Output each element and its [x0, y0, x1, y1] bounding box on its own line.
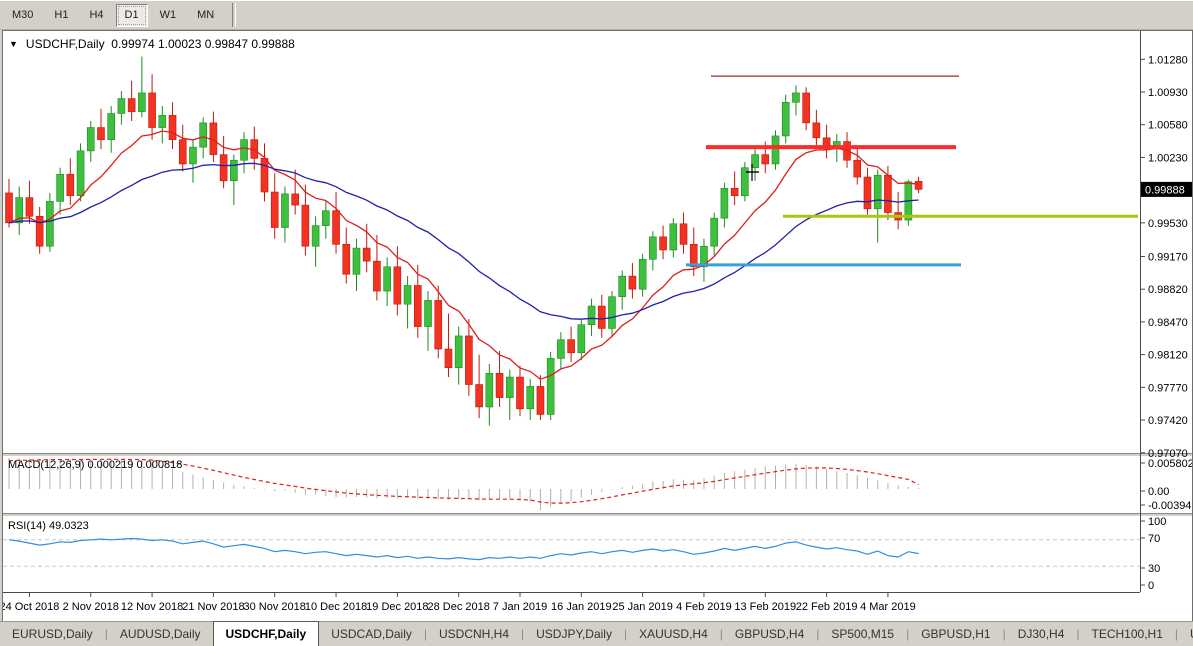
svg-text:-0.00394: -0.00394 [1148, 500, 1191, 512]
tab-eurusd-daily[interactable]: EURUSD,Daily [12, 627, 93, 641]
svg-text:30 Nov 2018: 30 Nov 2018 [244, 601, 306, 613]
tab-usdjpy-daily[interactable]: USDJPY,Daily [536, 627, 612, 641]
svg-text:100: 100 [1148, 516, 1166, 528]
rsi-value: 49.0323 [48, 520, 89, 532]
svg-text:7 Jan 2019: 7 Jan 2019 [493, 601, 547, 613]
rsi-line [8, 537, 919, 561]
tab-separator: | [719, 627, 723, 641]
svg-text:25 Jan 2019: 25 Jan 2019 [612, 601, 673, 613]
svg-text:0.98120: 0.98120 [1148, 350, 1188, 362]
svg-text:0.98820: 0.98820 [1148, 284, 1188, 296]
svg-text:70: 70 [1148, 533, 1160, 545]
tab-separator: | [104, 627, 108, 641]
tab-separator: | [906, 627, 910, 641]
timeframe-button-h1[interactable]: H1 [54, 8, 69, 21]
svg-text:0.99888: 0.99888 [1145, 184, 1185, 196]
svg-text:0: 0 [1148, 580, 1154, 592]
svg-text:22 Feb 2019: 22 Feb 2019 [796, 601, 858, 613]
svg-text:28 Dec 2018: 28 Dec 2018 [427, 601, 489, 613]
chart-canvas[interactable]: 1.01280 1.00930 1.00580 1.00230 0.99530 0.991… [3, 31, 1192, 623]
svg-text:16 Jan 2019: 16 Jan 2019 [551, 601, 612, 613]
tab-sp500-m15[interactable]: SP500,M15 [831, 627, 895, 641]
svg-text:0.97770: 0.97770 [1148, 382, 1188, 394]
macd-signal-line [8, 458, 919, 504]
tab-gbpusd-h4[interactable]: GBPUSD,H4 [734, 627, 805, 641]
tab-separator: | [623, 627, 628, 641]
svg-text:0.98470: 0.98470 [1148, 317, 1188, 329]
svg-text:0.97070: 0.97070 [1148, 448, 1188, 460]
tab-dj30-h4[interactable]: DJ30,H4 [1017, 627, 1065, 641]
fast-ma-line [8, 130, 919, 380]
toolbar-separator [232, 3, 237, 27]
price-axis-labels: 1.01280 1.00930 1.00580 1.00230 0.99530 0.991… [1140, 54, 1188, 460]
tab-audusd-daily[interactable]: AUDUSD,Daily [119, 627, 201, 641]
chart-ohlc-values: 0.99974 1.00023 0.99847 0.99888 [111, 37, 295, 51]
macd-pane: 0.005802 0.00 -0.00394 [8, 458, 1192, 512]
tab-separator: | [521, 627, 525, 641]
macd-main-value: 0.000219 [87, 459, 134, 471]
current-price-label: 0.99888 [1141, 181, 1192, 197]
svg-text:0.97420: 0.97420 [1148, 415, 1188, 427]
tab-separator: | [1076, 627, 1080, 641]
tab-usdcad-daily[interactable]: USDCAD,Daily [331, 627, 412, 641]
chart-window[interactable]: 1.01280 1.00930 1.00580 1.00230 0.99530 0.991… [2, 30, 1193, 624]
rsi-pane: 100 70 30 0 [3, 516, 1166, 592]
tab-usdchf-daily[interactable]: USDCHF,Daily [212, 621, 320, 646]
svg-text:1.00930: 1.00930 [1148, 87, 1188, 99]
tab-separator: | [1002, 627, 1006, 641]
svg-text:1.00580: 1.00580 [1148, 120, 1188, 132]
svg-text:30: 30 [1148, 563, 1160, 575]
pane-splitter[interactable] [3, 453, 1192, 457]
tab-separator: | [816, 627, 820, 641]
rsi-name: RSI(14) [8, 520, 46, 532]
rsi-indicator-label: RSI(14) 49.0323 [8, 520, 89, 532]
svg-text:13 Feb 2019: 13 Feb 2019 [734, 601, 796, 613]
macd-name: MACD(12,26,9) [8, 459, 85, 471]
timeframe-button-mn[interactable]: MN [197, 8, 215, 21]
svg-text:1.01280: 1.01280 [1148, 54, 1188, 66]
tab-separator: | [423, 627, 427, 641]
slow-ma-line [8, 162, 919, 320]
cross-marker[interactable] [746, 164, 759, 181]
svg-text:24 Oct 2018: 24 Oct 2018 [3, 601, 59, 613]
svg-text:1.00230: 1.00230 [1148, 152, 1188, 164]
pane-splitter[interactable] [3, 513, 1192, 517]
svg-text:19 Dec 2018: 19 Dec 2018 [366, 601, 428, 613]
tab-gbpusd-h1[interactable]: GBPUSD,H1 [921, 627, 991, 641]
tab-ukc[interactable]: UKC [1178, 623, 1193, 646]
timeframe-button-m30[interactable]: M30 [12, 8, 34, 21]
svg-text:0.005802: 0.005802 [1148, 458, 1192, 470]
tab-separator: | [1174, 627, 1179, 641]
svg-text:10 Dec 2018: 10 Dec 2018 [305, 601, 367, 613]
chart-symbol-period: USDCHF,Daily [25, 37, 105, 51]
tab-xauusd-h4[interactable]: XAUUSD,H4 [639, 627, 708, 641]
svg-text:2 Nov 2018: 2 Nov 2018 [63, 601, 119, 613]
svg-text:21 Nov 2018: 21 Nov 2018 [182, 601, 244, 613]
svg-text:0.99170: 0.99170 [1148, 251, 1188, 263]
timeframe-button-d1[interactable]: D1 [115, 3, 148, 27]
svg-text:12 Nov 2018: 12 Nov 2018 [121, 601, 183, 613]
svg-text:4 Mar 2019: 4 Mar 2019 [860, 601, 916, 613]
timeframe-button-h4[interactable]: H4 [89, 8, 104, 21]
collapse-arrow-icon[interactable]: ▼ [9, 39, 18, 49]
macd-signal-value: 0.000818 [136, 459, 183, 471]
tab-tech100-h1[interactable]: TECH100,H1 [1091, 627, 1163, 641]
timeframe-button-w1[interactable]: W1 [159, 8, 177, 21]
symbol-tab-bar: EURUSD,Daily | AUDUSD,Daily USDCHF,Daily USD… [0, 621, 1193, 646]
tab-usdcnh-h4[interactable]: USDCNH,H4 [439, 627, 510, 641]
chart-title: ▼ USDCHF,Daily 0.99974 1.00023 0.99847 0.… [9, 37, 295, 51]
macd-indicator-label: MACD(12,26,9) 0.000219 0.000818 [8, 459, 182, 471]
svg-text:4 Feb 2019: 4 Feb 2019 [676, 601, 732, 613]
svg-text:0.00: 0.00 [1148, 486, 1169, 498]
candlestick-series [5, 56, 923, 426]
timeframe-toolbar: M30 H1 H4 D1 W1 MN [0, 0, 1193, 30]
svg-text:0.99530: 0.99530 [1148, 218, 1188, 230]
